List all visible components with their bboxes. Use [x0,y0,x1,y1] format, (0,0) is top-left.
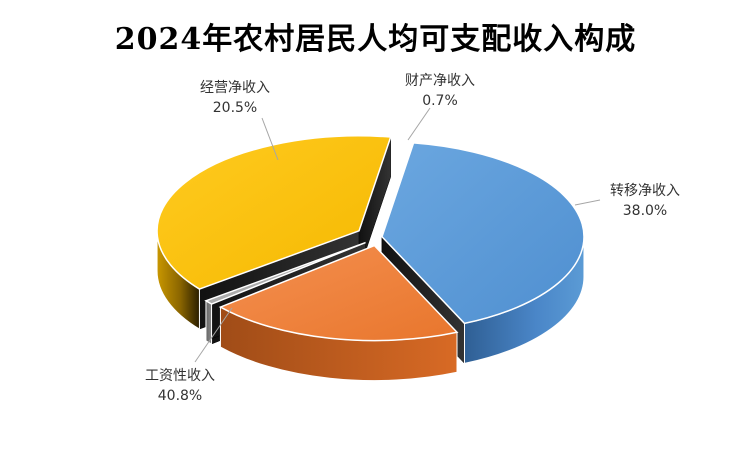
slice-label-business-income: 经营净收入 [200,80,270,96]
slice-value-business-income: 20.5% [213,100,257,116]
pie-slice-business-income [218,244,459,382]
slice-value-wage-income: 40.8% [158,388,202,404]
chart-title: 2024年农村居民人均可支配收入构成 [114,22,637,57]
leader-line [194,307,233,363]
slice-label-property-income: 财产净收入 [405,73,475,89]
slice-value-property-income: 0.7% [422,93,458,109]
slice-label-wage-income: 工资性收入 [145,368,215,384]
leader-line [407,107,431,141]
leader-line [261,117,279,161]
slice-value-transfer-income: 38.0% [623,203,667,219]
slice-label-transfer-income: 转移净收入 [610,183,680,199]
leader-line [574,199,601,206]
